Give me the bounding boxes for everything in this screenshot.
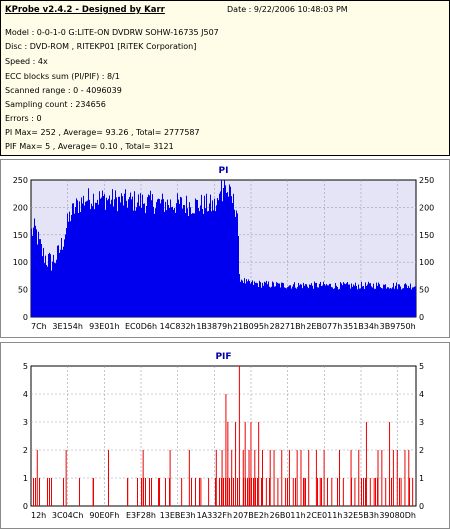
y-tick-label-right: 50 xyxy=(419,286,429,295)
y-tick-label-left: 1 xyxy=(23,474,28,483)
info-line-disc: Disc : DVD-ROM , RITEKP01 [RiTEK Corpora… xyxy=(5,42,197,51)
info-line-errors: Errors : 0 xyxy=(5,114,42,123)
y-tick-label-right: 1 xyxy=(419,474,424,483)
x-tick-label: 26B011h xyxy=(270,511,306,520)
report-header: KProbe v2.4.2 - Designed by Karr Date : … xyxy=(0,0,450,156)
x-tick-label: 39080Dh xyxy=(379,511,416,520)
x-tick-label: 12h xyxy=(31,511,46,520)
pif-chart: PIF 0 0 1 1 2 2 3 3 4 4 5 5 12h 3C04Ch 90E0Fh E3F28h 13EB… xyxy=(23,352,424,520)
pi-chart-panel: PI 0 0 50 50 100 100 150 150 200 200 250 250 7Ch 3E154… xyxy=(0,159,450,338)
info-line-pif-stats: PIF Max= 5 , Average= 0.10 , Total= 3121 xyxy=(5,142,174,151)
y-tick-label-left: 5 xyxy=(23,362,28,371)
y-tick-label-right: 0 xyxy=(419,313,424,322)
y-tick-label-right: 100 xyxy=(419,258,434,267)
info-line-model: Model : 0-0-1-0 G:LITE-ON DVDRW SOHW-167… xyxy=(5,28,219,37)
pi-chart: PI 0 0 50 50 100 100 150 150 200 200 250 250 7Ch 3E154… xyxy=(13,166,435,331)
x-tick-label: 32E5B3h xyxy=(343,511,379,520)
y-tick-label-left: 250 xyxy=(13,176,28,185)
x-tick-label: 3C04Ch xyxy=(52,511,84,520)
x-tick-label: 207BE2h xyxy=(233,511,269,520)
y-tick-label-right: 250 xyxy=(419,176,434,185)
x-tick-label: 3E154h xyxy=(52,322,82,331)
y-tick-label-left: 4 xyxy=(23,390,28,399)
scan-date: Date : 9/22/2006 10:48:03 PM xyxy=(227,5,348,14)
x-tick-label: 2EB077h xyxy=(306,322,342,331)
y-tick-label-right: 0 xyxy=(419,502,424,511)
y-tick-label-right: 4 xyxy=(419,390,424,399)
y-tick-label-left: 2 xyxy=(23,446,28,455)
x-tick-label: 3B9750h xyxy=(380,322,416,331)
x-tick-label: 1B3879h xyxy=(196,322,232,331)
info-line-pi-stats: PI Max= 252 , Average= 93.26 , Total= 27… xyxy=(5,128,200,137)
y-tick-label-left: 0 xyxy=(23,313,28,322)
x-tick-label: 13EBE3h xyxy=(160,511,196,520)
chart-title: PIF xyxy=(215,352,231,362)
y-tick-label-left: 50 xyxy=(18,286,28,295)
pi-series xyxy=(31,180,416,317)
x-tick-label: 90E0Fh xyxy=(89,511,119,520)
x-tick-label: 21B095h xyxy=(233,322,269,331)
x-tick-label: 28271Bh xyxy=(270,322,306,331)
y-tick-label-left: 200 xyxy=(13,203,28,212)
x-tick-label: 93E01h xyxy=(89,322,119,331)
info-line-sampling: Sampling count : 234656 xyxy=(5,100,106,109)
x-tick-label: 7Ch xyxy=(31,322,47,331)
y-tick-label-right: 5 xyxy=(419,362,424,371)
x-tick-label: 14C832h xyxy=(160,322,196,331)
pif-series xyxy=(33,366,414,506)
y-tick-label-left: 100 xyxy=(13,258,28,267)
info-line-range: Scanned range : 0 - 4096039 xyxy=(5,86,122,95)
info-line-speed: Speed : 4x xyxy=(5,57,48,66)
app-title: KProbe v2.4.2 - Designed by Karr xyxy=(5,5,165,15)
y-tick-label-right: 200 xyxy=(419,203,434,212)
info-line-ecc: ECC blocks sum (PI/PIF) : 8/1 xyxy=(5,72,120,81)
y-tick-label-right: 150 xyxy=(419,231,434,240)
x-tick-label: E3F28h xyxy=(126,511,156,520)
y-tick-label-right: 2 xyxy=(419,446,424,455)
x-tick-label: EC0D6h xyxy=(125,322,157,331)
x-tick-label: 2CE011h xyxy=(306,511,342,520)
x-tick-label: 1A332Fh xyxy=(197,511,233,520)
y-tick-label-left: 0 xyxy=(23,502,28,511)
chart-title: PI xyxy=(219,166,229,176)
y-tick-label-left: 3 xyxy=(23,418,28,427)
pif-chart-panel: PIF 0 0 1 1 2 2 3 3 4 4 5 5 12h 3C04Ch 90E0Fh E3F28h 13EB… xyxy=(0,342,450,529)
y-tick-label-left: 150 xyxy=(13,231,28,240)
x-tick-label: 351B34h xyxy=(343,322,379,331)
y-tick-label-right: 3 xyxy=(419,418,424,427)
